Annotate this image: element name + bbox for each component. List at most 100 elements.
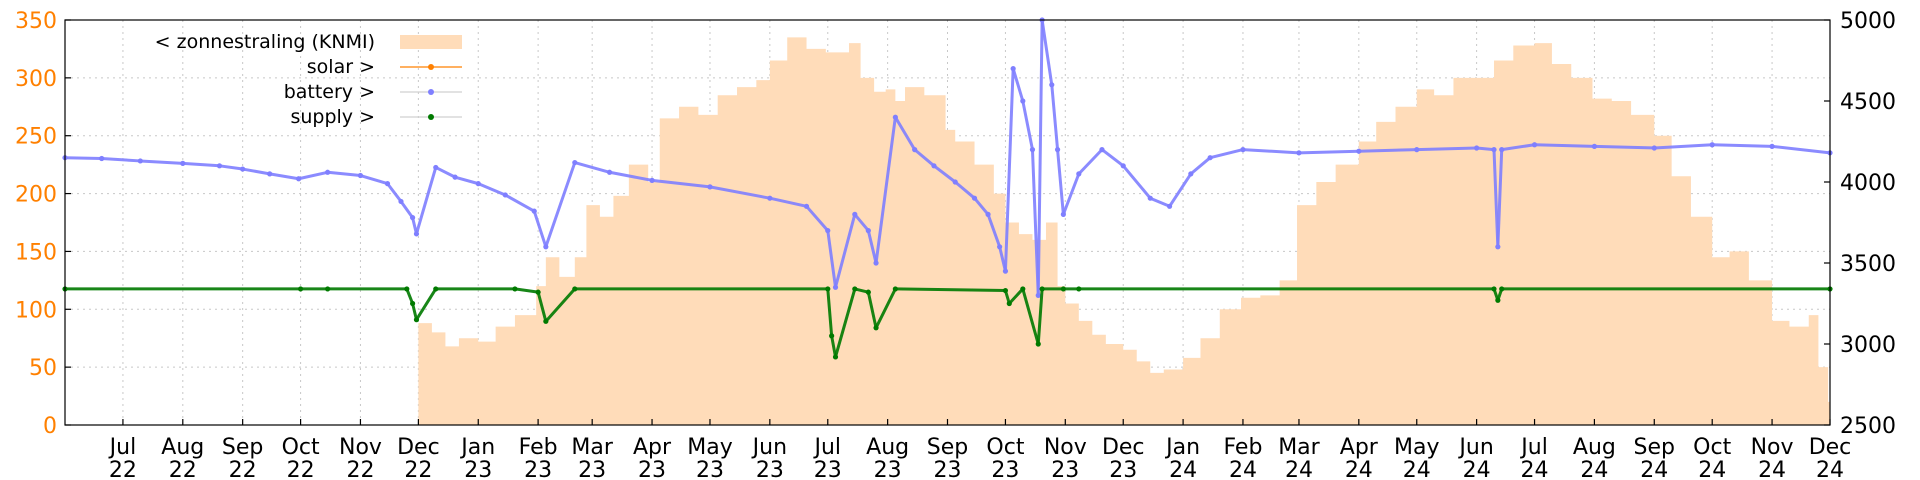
battery-point: [398, 198, 404, 205]
x-tick-month: Sep: [222, 435, 263, 460]
battery-segment: [932, 164, 957, 184]
x-tick-year: 23: [991, 458, 1019, 480]
right-tick-label: 2500: [1840, 414, 1896, 439]
battery-segment: [1040, 18, 1054, 87]
battery-segment: [1021, 99, 1034, 152]
battery-point: [865, 228, 871, 234]
x-tick-month: Jul: [813, 435, 842, 460]
battery-segment: [1208, 148, 1245, 160]
battery-point: [1002, 268, 1009, 274]
x-tick-month: Nov: [1044, 435, 1087, 460]
battery-segment: [1357, 148, 1419, 153]
battery-point: [1010, 66, 1016, 72]
battery-point: [1591, 143, 1598, 149]
battery-segment: [544, 161, 577, 249]
supply-point: [1499, 286, 1505, 292]
battery-segment: [826, 229, 837, 289]
supply-segment: [513, 287, 540, 294]
battery-point: [409, 215, 416, 221]
battery-point: [180, 160, 186, 166]
x-tick-year: 24: [1758, 458, 1786, 480]
battery-segment: [1496, 148, 1504, 249]
battery-segment: [1241, 148, 1301, 155]
x-tick-year: 23: [638, 458, 666, 480]
x-tick-year: 23: [934, 458, 962, 480]
battery-segment: [434, 165, 457, 179]
x-tick-month: Oct: [282, 435, 320, 460]
legend-marker-solar: [428, 64, 434, 70]
battery-segment: [1061, 172, 1081, 216]
battery-segment: [399, 199, 415, 220]
battery-segment: [503, 193, 536, 213]
battery-point: [952, 179, 958, 185]
x-tick-month: Mar: [571, 435, 613, 460]
x-tick-year: 23: [524, 458, 552, 480]
x-tick-year: 24: [1285, 458, 1313, 480]
left-tick-label: 200: [15, 183, 57, 208]
battery-point: [852, 211, 858, 217]
supply-point: [892, 286, 898, 292]
battery-segment: [913, 148, 936, 168]
battery-segment: [358, 174, 389, 186]
x-tick-month: May: [1394, 435, 1439, 460]
legend-marker-battery: [428, 89, 434, 95]
battery-segment: [1003, 67, 1015, 273]
x-tick-year: 23: [1109, 458, 1137, 480]
supply-segment: [866, 290, 878, 330]
x-tick-year: 24: [1580, 458, 1608, 480]
x-tick-month: Dec: [1102, 435, 1145, 460]
battery-segment: [100, 157, 142, 163]
battery-point: [1120, 163, 1126, 169]
supply-point: [325, 286, 331, 292]
left-tick-label: 300: [15, 67, 57, 92]
battery-point: [531, 208, 537, 214]
right-tick-label: 3000: [1840, 333, 1896, 358]
battery-point: [1020, 98, 1026, 104]
battery-segment: [1652, 143, 1714, 150]
battery-segment: [63, 156, 104, 161]
battery-segment: [1011, 67, 1025, 103]
battery-point: [1491, 147, 1497, 153]
supply-point: [1039, 286, 1045, 292]
battery-segment: [1056, 148, 1065, 216]
battery-segment: [1077, 148, 1104, 176]
battery-point: [606, 169, 613, 175]
x-tick-month: Nov: [339, 435, 382, 460]
supply-point: [1495, 297, 1501, 303]
battery-segment: [874, 115, 897, 265]
supply-point: [543, 318, 549, 324]
legend: < zonnestraling (KNMI) solar > battery > su…: [155, 31, 462, 128]
battery-segment: [833, 212, 857, 289]
supply-point: [404, 286, 410, 292]
battery-segment: [217, 164, 245, 171]
battery-point: [832, 284, 839, 290]
supply-point: [433, 286, 439, 292]
battery-segment: [414, 165, 438, 236]
supply-point: [413, 317, 420, 323]
left-tick-label: 250: [15, 125, 57, 150]
battery-point: [572, 159, 578, 166]
right-tick-label: 5000: [1840, 9, 1896, 34]
battery-segment: [1710, 143, 1774, 148]
battery-point: [413, 231, 420, 237]
x-tick-year: 24: [1640, 458, 1668, 480]
supply-point: [825, 286, 831, 292]
x-tick-month: Feb: [519, 435, 558, 460]
battery-point: [1029, 147, 1036, 153]
battery-point: [997, 244, 1003, 250]
battery-segment: [532, 209, 548, 249]
supply-segment: [833, 287, 857, 359]
x-tick-month: Feb: [1223, 435, 1262, 460]
x-tick-year: 22: [404, 458, 432, 480]
supply-point: [1035, 341, 1041, 347]
supply-segment: [544, 287, 577, 323]
x-tick-year: 23: [696, 458, 724, 480]
battery-point: [1474, 145, 1480, 151]
x-tick-year: 24: [1698, 458, 1726, 480]
supply-segment: [1036, 287, 1044, 346]
battery-point: [384, 181, 391, 187]
x-tick-year: 24: [1345, 458, 1373, 480]
battery-point: [1054, 147, 1061, 153]
supply-point: [297, 286, 304, 292]
x-tick-month: May: [687, 435, 732, 460]
